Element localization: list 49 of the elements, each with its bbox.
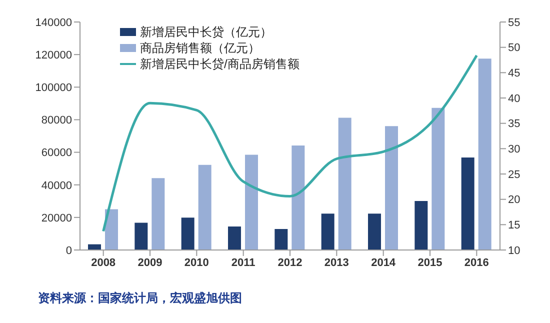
x-tick-label: 2013 [324,256,349,269]
y-tick-label: 60000 [41,147,72,160]
y-tick-label: 40000 [41,180,72,192]
y-tick-label: 140000 [35,16,72,29]
x-tick-label: 2012 [278,256,302,269]
x-tick-label: 2015 [418,256,442,269]
text: 资料来源：国家统计局，宏观盛旭供图 [38,290,243,307]
bar [134,222,148,250]
line-series [102,54,478,233]
bar [228,226,241,250]
bar [152,178,165,250]
y2-tick-label: 45 [508,68,520,80]
x-tick-label: 2016 [464,256,489,269]
bar [181,218,194,250]
y2-tick-label: 10 [508,244,520,257]
bar [105,209,118,250]
y-tick-label: 120000 [35,49,72,62]
x-tick-label: 2008 [91,256,116,269]
bar [461,157,474,250]
y2-tick-label: 15 [508,220,520,232]
y2-tick-label: 50 [508,42,520,54]
bar [321,214,334,250]
bar [198,164,212,250]
bar [338,118,352,250]
bar [432,108,445,250]
x-tick-label: 2010 [184,256,209,269]
y-tick-label: 80000 [41,114,72,127]
y-tick-label: 20000 [41,212,72,224]
x-tick-label: 2009 [138,256,162,269]
bar [368,214,381,250]
legend-label: 新增居民中长贷（亿元） [140,24,272,40]
legend-label: 新增居民中长贷/商品房销售额 [140,56,300,72]
y2-tick-label: 35 [508,118,520,130]
y2-tick-label: 25 [508,168,520,181]
y2-tick-label: 30 [508,144,520,156]
legend-label: 商品房销售额（亿元） [140,40,260,56]
bar [245,154,258,250]
y2-tick-label: 20 [508,194,520,206]
y-tick-label: 0 [66,244,72,257]
x-tick-label: 2011 [231,256,256,269]
bar [292,145,305,250]
bar [414,200,428,250]
y2-tick-label: 55 [508,16,520,29]
y2-tick-label: 40 [508,92,520,105]
y-tick-label: 100000 [35,82,72,94]
bar [274,228,288,250]
x-tick-label: 2014 [371,256,396,269]
bar [385,126,398,250]
bar [478,58,492,250]
